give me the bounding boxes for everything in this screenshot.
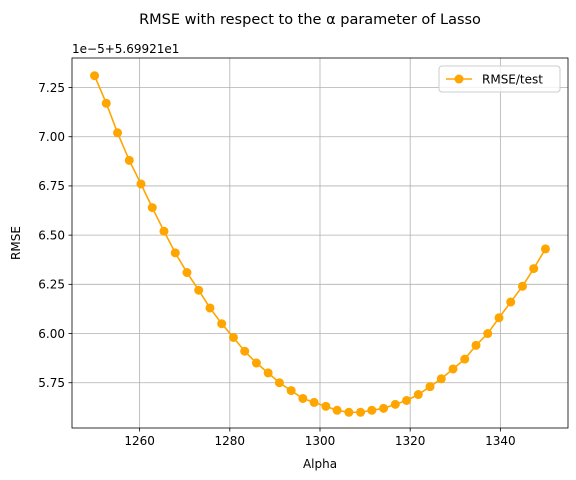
x-axis: 1260 1280 1300 1320 1340: [124, 428, 516, 448]
data-point: [113, 128, 123, 138]
data-point: [483, 329, 493, 339]
y-tick-label: 7.25: [38, 81, 65, 95]
data-point: [356, 407, 366, 417]
data-point: [425, 382, 435, 392]
x-tick-label: 1340: [485, 434, 516, 448]
data-point: [321, 401, 331, 411]
data-point: [90, 71, 100, 81]
x-axis-label: Alpha: [303, 457, 337, 471]
data-point: [274, 378, 284, 388]
x-tick-label: 1320: [395, 434, 426, 448]
y-axis-label: RMSE: [9, 226, 23, 260]
y-tick-label: 7.00: [38, 130, 65, 144]
data-point: [344, 407, 354, 417]
data-point: [170, 248, 180, 258]
legend-box: [438, 65, 561, 93]
data-point: [251, 358, 261, 368]
data-point: [147, 203, 157, 213]
data-point: [448, 364, 458, 374]
y-tick-label: 6.50: [38, 228, 65, 242]
x-tick-label: 1300: [305, 434, 336, 448]
data-point: [136, 179, 146, 189]
data-point: [263, 368, 273, 378]
legend-marker-swatch: [454, 74, 464, 84]
data-point: [194, 285, 204, 295]
y-tick-label: 5.75: [38, 376, 65, 390]
data-point: [471, 340, 481, 350]
y-tick-label: 6.00: [38, 327, 65, 341]
data-point: [124, 155, 134, 165]
data-point: [494, 313, 504, 323]
data-point: [217, 319, 227, 329]
x-tick-label: 1280: [215, 434, 246, 448]
legend: RMSE/test: [438, 65, 561, 93]
data-point: [379, 403, 389, 413]
data-point: [286, 386, 296, 396]
data-point: [101, 98, 111, 108]
data-point: [332, 405, 342, 415]
data-point: [529, 264, 539, 274]
data-point: [402, 395, 412, 405]
y-axis: 5.75 6.00 6.25 6.50 6.75 7.00 7.25: [38, 81, 72, 390]
data-point: [540, 244, 550, 254]
data-point: [436, 374, 446, 384]
data-point: [460, 354, 470, 364]
data-point: [298, 393, 308, 403]
data-point: [228, 332, 238, 342]
series-layer: [90, 71, 550, 417]
data-point: [182, 268, 192, 278]
grid: [72, 58, 568, 428]
x-tick-label: 1260: [124, 434, 155, 448]
chart-title: RMSE with respect to the α parameter of …: [139, 12, 481, 28]
data-point: [240, 346, 250, 356]
data-point: [390, 399, 400, 409]
y-offset-label: 1e−5+5.69921e1: [72, 42, 179, 56]
data-point: [367, 405, 377, 415]
data-point: [506, 297, 516, 307]
y-tick-label: 6.75: [38, 179, 65, 193]
legend-label: RMSE/test: [482, 73, 543, 87]
data-point: [517, 281, 527, 291]
data-point: [205, 303, 215, 313]
data-point: [309, 397, 319, 407]
data-point: [159, 226, 169, 236]
data-point: [413, 390, 423, 400]
y-tick-label: 6.25: [38, 278, 65, 292]
series-line: [93, 75, 547, 414]
